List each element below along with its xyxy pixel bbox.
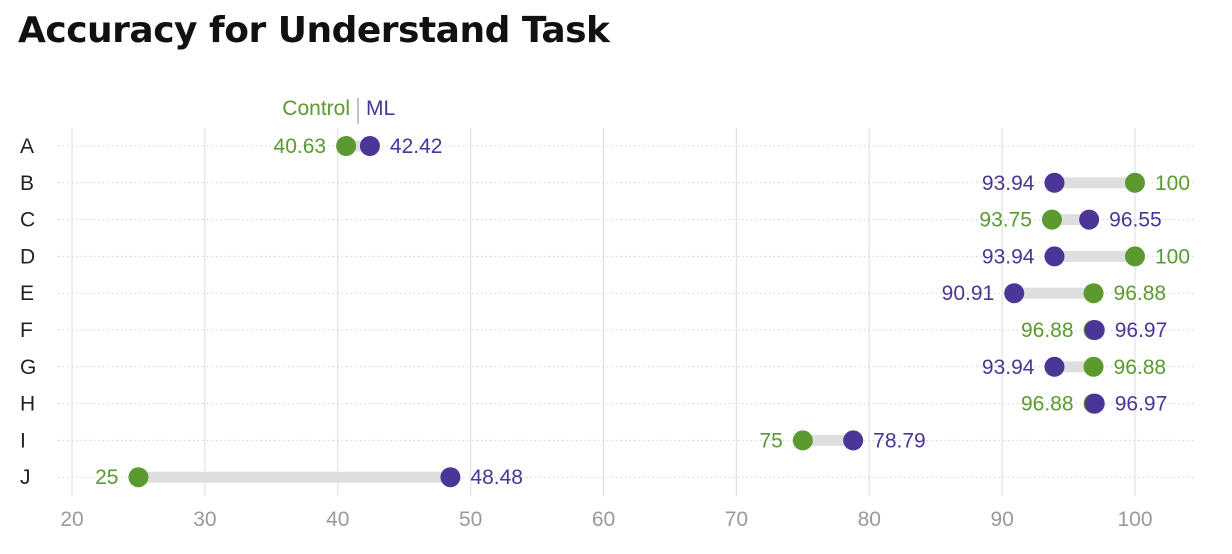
ml-dot-h: [1084, 393, 1105, 414]
legend-control: Control: [282, 97, 350, 120]
control-dot-a: [336, 136, 357, 156]
ml-dot-g: [1044, 356, 1065, 377]
category-label-h: H: [20, 393, 35, 416]
ml-value-label-f: 96.97: [1115, 319, 1168, 342]
ml-value-label-b: 93.94: [982, 172, 1035, 195]
control-dot-i: [792, 430, 813, 451]
ml-value-label-h: 96.97: [1115, 393, 1168, 416]
x-tick-30: 30: [193, 508, 216, 531]
control-dot-b: [1125, 172, 1145, 193]
category-label-b: B: [20, 172, 34, 195]
value-labels: 40.63 42.42 93.94 100 93.75 96.55 93.94 100 90.9…: [95, 135, 1190, 489]
control-value-label-g: 96.88: [1114, 356, 1167, 379]
control-value-label-i: 75: [759, 429, 782, 452]
control-dot-j: [128, 467, 149, 488]
chart-title: Accuracy for Understand Task: [18, 10, 610, 51]
ml-dot-a: [359, 136, 380, 156]
ml-dot-i: [843, 430, 864, 451]
category-label-g: G: [20, 356, 36, 379]
category-label-f: F: [20, 319, 33, 342]
ml-value-label-c: 96.55: [1109, 209, 1162, 232]
ml-value-label-e: 90.91: [942, 282, 995, 305]
ml-value-label-g: 93.94: [982, 356, 1035, 379]
control-dot-c: [1041, 209, 1062, 230]
range-bars: [138, 140, 1135, 483]
control-value-label-j: 25: [95, 466, 118, 489]
legend: Control ML: [282, 97, 395, 124]
control-dot-g: [1083, 356, 1104, 377]
category-label-i: I: [20, 429, 26, 452]
ml-dot-j: [440, 467, 461, 488]
data-points: [128, 136, 1145, 488]
category-label-e: E: [20, 282, 34, 305]
control-dot-e: [1083, 283, 1104, 304]
x-tick-20: 20: [60, 508, 83, 531]
ml-dot-c: [1079, 209, 1100, 230]
x-tick-100: 100: [1117, 508, 1152, 531]
x-tick-80: 80: [858, 508, 881, 531]
x-tick-90: 90: [990, 508, 1013, 531]
category-label-a: A: [20, 135, 34, 158]
control-value-label-d: 100: [1155, 245, 1190, 268]
control-value-label-b: 100: [1155, 172, 1190, 195]
ml-value-label-d: 93.94: [982, 245, 1035, 268]
category-label-j: J: [20, 466, 31, 489]
category-label-c: C: [20, 209, 35, 232]
x-tick-50: 50: [459, 508, 482, 531]
ml-value-label-a: 42.42: [390, 135, 443, 158]
ml-dot-f: [1084, 320, 1105, 340]
control-value-label-h: 96.88: [1021, 393, 1074, 416]
control-value-label-c: 93.75: [979, 209, 1032, 232]
x-tick-70: 70: [725, 508, 748, 531]
ml-dot-d: [1044, 246, 1065, 267]
x-axis-ticks: 20 30 40 50 60 70 80 90 100: [60, 508, 1152, 531]
ml-dot-e: [1004, 283, 1025, 304]
control-value-label-e: 96.88: [1114, 282, 1167, 305]
x-tick-60: 60: [592, 508, 615, 531]
ml-value-label-i: 78.79: [873, 429, 926, 452]
ml-dot-b: [1044, 172, 1065, 193]
category-label-d: D: [20, 245, 35, 268]
row-gridlines: [58, 145, 1195, 478]
legend-ml: ML: [366, 97, 395, 120]
control-value-label-a: 40.63: [274, 135, 327, 158]
ml-value-label-j: 48.48: [470, 466, 523, 489]
control-dot-d: [1125, 246, 1145, 267]
control-value-label-f: 96.88: [1021, 319, 1074, 342]
x-tick-40: 40: [326, 508, 349, 531]
